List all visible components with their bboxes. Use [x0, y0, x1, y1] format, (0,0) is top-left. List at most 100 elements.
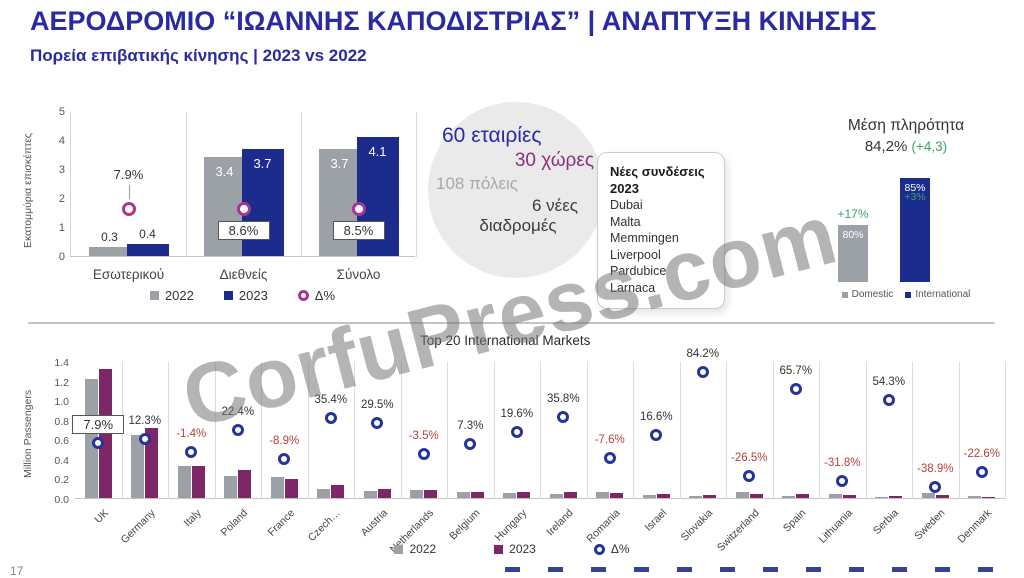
y-tick: 4	[58, 135, 65, 147]
delta-value-label: 7.9%	[113, 167, 144, 183]
bar-2023	[377, 489, 391, 498]
bar-2022	[596, 492, 610, 498]
gridline	[354, 362, 355, 499]
bar-2023	[935, 494, 949, 498]
y-tick: 5	[58, 106, 65, 118]
y-tick: 1.0	[54, 396, 69, 409]
delta-value-label: -3.5%	[408, 430, 439, 443]
legend-label: 2022	[409, 542, 437, 556]
gridline	[912, 362, 913, 499]
bar-2023	[610, 492, 624, 498]
delta-value-label: 35.8%	[546, 393, 580, 406]
gridline	[1005, 362, 1006, 499]
stat-countries: 30 χώρες	[514, 150, 594, 171]
category-label: Denmark	[955, 507, 995, 546]
y-tick: 1.4	[54, 357, 69, 369]
category-label: Austria	[358, 507, 390, 539]
delta-marker	[121, 202, 136, 217]
chart-top20-markets: Top 20 International Markets Million Pas…	[0, 326, 1024, 572]
plot-area: 0 1 2 3 4 5 0.3 0.4 7.9% Εσωτερικού 3.4 3.7 8.6% Διεθ…	[59, 106, 417, 282]
delta-marker	[231, 423, 244, 436]
bar-value-label: 3.7	[330, 155, 349, 171]
chart-legend: 2022 2023 Δ%	[70, 288, 415, 303]
bar-delta-label: +3%	[904, 191, 926, 203]
y-tick: 1	[58, 222, 65, 234]
delta-value-label: 12.3%	[128, 415, 162, 428]
delta-value-label: 54.3%	[872, 375, 906, 388]
gridline	[447, 362, 448, 499]
page-title: ΑΕΡΟΔΡΟΜΙΟ “ΙΩΑΝΝΗΣ ΚΑΠΟΔΙΣΤΡΙΑΣ” | ΑΝΑΠ…	[30, 6, 877, 36]
delta-value-label: -26.5%	[731, 451, 768, 464]
category-label: Slovakia	[678, 507, 716, 544]
connection-city: Malta	[610, 214, 641, 229]
y-tick: 0.4	[54, 454, 69, 467]
load-factor-title: Μέση πληρότητα	[847, 117, 965, 134]
bar-2022	[131, 435, 145, 498]
bar-2022	[317, 488, 331, 498]
legend-label: 2022	[164, 288, 194, 303]
bar-2023	[749, 493, 763, 498]
category-label: Εσωτερικού	[92, 267, 165, 282]
bar-2022	[549, 493, 563, 498]
bar-2022	[968, 496, 982, 498]
y-tick: 2	[58, 193, 65, 205]
category-label: UK	[91, 507, 111, 526]
bar-2022	[782, 495, 796, 498]
legend-item: 2022	[149, 288, 194, 303]
delta-marker	[185, 446, 198, 459]
delta-marker	[351, 202, 366, 217]
bar-2023	[796, 494, 810, 498]
bar-2022	[689, 496, 703, 498]
page-subtitle: Πορεία επιβατικής κίνησης | 2023 vs 2022	[30, 46, 367, 65]
bar-2023	[703, 494, 717, 498]
new-connections-card: Νέες συνδέσεις 2023 Dubai Malta Memmingen L…	[597, 152, 725, 310]
gridline	[493, 362, 495, 499]
y-axis-label: Million Passengers	[22, 389, 34, 479]
bar-2022	[828, 494, 842, 498]
gridline	[679, 362, 681, 499]
load-factor-bar-domestic	[838, 225, 868, 282]
gridline	[400, 362, 402, 499]
bar-value-label: 4.1	[368, 144, 387, 160]
load-factor-bar-international	[900, 178, 930, 282]
gridline	[772, 362, 774, 499]
bar-2023	[191, 466, 205, 498]
legend-swatch	[149, 291, 159, 300]
y-tick: 0.2	[54, 474, 69, 487]
bar-2023	[470, 491, 484, 498]
delta-value-label: -38.9%	[917, 463, 954, 476]
bar-2023	[889, 496, 903, 498]
delta-value-label: -7.6%	[594, 433, 625, 446]
bar-2023	[424, 489, 438, 498]
delta-marker	[510, 426, 523, 439]
bar-2023	[842, 495, 856, 498]
bar-value-label: 0.3	[101, 230, 118, 245]
gridline	[301, 112, 302, 257]
bar-value-label: 80%	[842, 229, 864, 241]
gridline	[586, 362, 588, 499]
delta-marker	[789, 383, 802, 396]
legend-label: 2023	[509, 542, 536, 556]
delta-marker	[650, 429, 663, 442]
delta-marker	[557, 411, 570, 424]
delta-value-label: 22.4%	[221, 405, 255, 418]
delta-value-label: 19.6%	[500, 408, 534, 421]
category-label: Germany	[118, 507, 158, 547]
bar-value-label: 3.4	[215, 164, 234, 180]
legend-item: 2022	[394, 542, 436, 556]
category-label: Hungary	[492, 507, 530, 544]
stat-airlines: 60 εταιρίες	[442, 124, 542, 147]
bar-2022	[503, 493, 517, 498]
stat-new-routes-line2: διαδρομές	[479, 216, 557, 235]
new-connections-list: Dubai Malta Memmingen Liverpool Pardubice Lar…	[610, 197, 712, 296]
y-tick: 1.2	[54, 376, 69, 389]
delta-marker	[417, 448, 430, 461]
new-connections-year: 2023	[610, 181, 639, 197]
category-label: Czech…	[306, 507, 344, 544]
legend-item: Δ%	[297, 288, 335, 303]
delta-marker	[236, 202, 251, 217]
legend-swatch	[494, 544, 504, 554]
delta-marker	[882, 393, 895, 406]
delta-connector	[128, 185, 130, 200]
delta-marker	[371, 417, 384, 430]
